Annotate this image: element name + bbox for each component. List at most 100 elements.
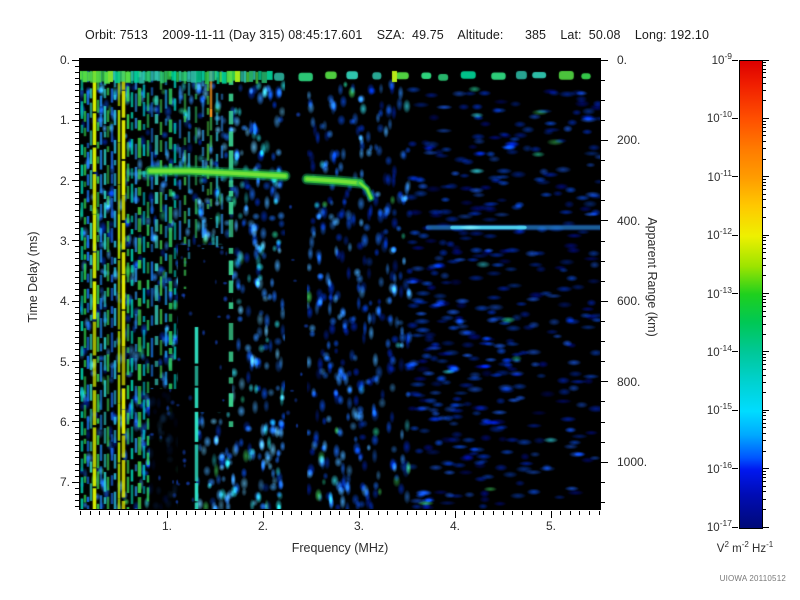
time-major-tick bbox=[72, 240, 79, 242]
freq-minor-tick bbox=[176, 511, 178, 515]
freq-minor-tick bbox=[224, 511, 226, 515]
freq-minor-tick bbox=[310, 511, 312, 515]
colorbar-exponent-label: 10-17 bbox=[706, 518, 732, 534]
colorbar-minor-tick bbox=[763, 295, 766, 297]
range-tick-label: 1000. bbox=[617, 455, 648, 470]
freq-minor-tick bbox=[579, 511, 581, 515]
time-minor-tick bbox=[75, 113, 79, 115]
colorbar-minor-tick bbox=[763, 68, 766, 70]
range-minor-tick bbox=[601, 119, 605, 121]
freq-minor-tick bbox=[80, 511, 82, 515]
time-minor-tick bbox=[75, 198, 79, 200]
y2-axis-label: Apparent Range (km) bbox=[645, 217, 659, 337]
time-minor-tick bbox=[75, 162, 79, 163]
freq-minor-tick bbox=[252, 511, 254, 515]
range-minor-tick bbox=[601, 421, 605, 423]
freq-minor-tick bbox=[329, 511, 331, 515]
colorbar-major-tick bbox=[732, 351, 738, 353]
time-minor-tick bbox=[75, 186, 79, 188]
freq-minor-tick bbox=[118, 511, 120, 515]
colorbar-minor-tick bbox=[763, 257, 766, 259]
colorbar-minor-tick bbox=[763, 240, 766, 242]
colorbar-minor-tick bbox=[763, 123, 766, 125]
time-minor-tick bbox=[75, 445, 79, 447]
time-minor-tick bbox=[75, 89, 79, 91]
colorbar-minor-tick bbox=[763, 243, 766, 245]
time-minor-tick bbox=[75, 168, 79, 170]
freq-minor-tick bbox=[128, 511, 130, 515]
time-minor-tick bbox=[75, 216, 79, 218]
colorbar-minor-tick bbox=[763, 247, 766, 249]
freq-minor-tick bbox=[598, 511, 600, 515]
colorbar-exponent-label: 10-13 bbox=[706, 284, 732, 301]
freq-minor-tick bbox=[540, 511, 542, 515]
colorbar-minor-tick bbox=[763, 275, 766, 277]
freq-minor-tick bbox=[512, 511, 514, 515]
freq-minor-tick bbox=[377, 511, 379, 515]
colorbar-minor-tick bbox=[763, 360, 766, 362]
time-tick-label: 1. bbox=[59, 113, 70, 128]
freq-minor-tick bbox=[243, 511, 245, 515]
colorbar-minor-tick bbox=[763, 498, 766, 500]
time-minor-tick bbox=[75, 306, 79, 308]
credit-text: UIOWA 20110512 bbox=[719, 574, 786, 583]
colorbar-minor-tick bbox=[763, 199, 766, 201]
range-minor-tick bbox=[601, 341, 605, 343]
time-minor-tick bbox=[75, 65, 79, 67]
freq-major-tick bbox=[358, 511, 360, 518]
time-tick-label: 4. bbox=[59, 294, 70, 309]
colorbar-minor-tick bbox=[763, 381, 766, 383]
time-tick-label: 3. bbox=[59, 233, 70, 248]
time-minor-tick bbox=[75, 499, 79, 501]
range-minor-tick bbox=[601, 441, 605, 443]
colorbar-minor-tick bbox=[763, 217, 766, 219]
colorbar-major-tick bbox=[763, 59, 769, 61]
time-minor-tick bbox=[75, 403, 79, 405]
colorbar-minor-tick bbox=[763, 357, 766, 359]
freq-minor-tick bbox=[214, 511, 216, 515]
freq-minor-tick bbox=[569, 511, 571, 515]
colorbar-major-tick bbox=[732, 59, 738, 61]
colorbar-minor-tick bbox=[763, 485, 766, 487]
freq-minor-tick bbox=[560, 511, 562, 515]
freq-minor-tick bbox=[195, 511, 197, 515]
colorbar-minor-tick bbox=[763, 189, 766, 191]
freq-minor-tick bbox=[483, 511, 485, 515]
time-minor-tick bbox=[75, 143, 79, 145]
freq-minor-tick bbox=[521, 511, 523, 515]
freq-tick-label: 4. bbox=[449, 519, 460, 533]
time-minor-tick bbox=[75, 385, 79, 387]
colorbar-major-tick bbox=[763, 468, 769, 470]
colorbar-minor-tick bbox=[763, 305, 766, 307]
freq-tick-label: 1. bbox=[161, 519, 172, 533]
range-minor-tick bbox=[601, 240, 605, 242]
freq-minor-tick bbox=[444, 511, 446, 515]
colorbar-minor-tick bbox=[763, 412, 766, 414]
freq-minor-tick bbox=[99, 511, 101, 515]
colorbar-minor-tick bbox=[763, 100, 766, 102]
range-major-tick bbox=[601, 139, 608, 141]
range-minor-tick bbox=[601, 361, 605, 363]
colorbar-minor-tick bbox=[763, 427, 766, 429]
freq-minor-tick bbox=[89, 511, 91, 515]
colorbar-exponent-label: 10-9 bbox=[711, 51, 732, 67]
time-tick-label: 7. bbox=[59, 475, 70, 490]
freq-minor-tick bbox=[137, 511, 139, 515]
freq-tick-label: 3. bbox=[353, 519, 364, 533]
freq-minor-tick bbox=[406, 511, 408, 515]
time-minor-tick bbox=[75, 264, 79, 266]
range-minor-tick bbox=[601, 260, 605, 262]
time-tick-label: 6. bbox=[59, 414, 70, 429]
range-major-tick bbox=[601, 300, 608, 302]
time-major-tick bbox=[72, 59, 79, 61]
time-minor-tick bbox=[75, 288, 79, 290]
time-minor-tick bbox=[75, 469, 79, 471]
time-minor-tick bbox=[75, 379, 79, 381]
time-minor-tick bbox=[75, 234, 79, 236]
colorbar-minor-tick bbox=[763, 491, 766, 493]
freq-minor-tick bbox=[396, 511, 398, 515]
colorbar-exponent-label: 10-16 bbox=[706, 459, 732, 476]
time-minor-tick bbox=[75, 276, 79, 278]
colorbar-minor-tick bbox=[763, 185, 766, 187]
time-minor-tick bbox=[75, 463, 79, 465]
